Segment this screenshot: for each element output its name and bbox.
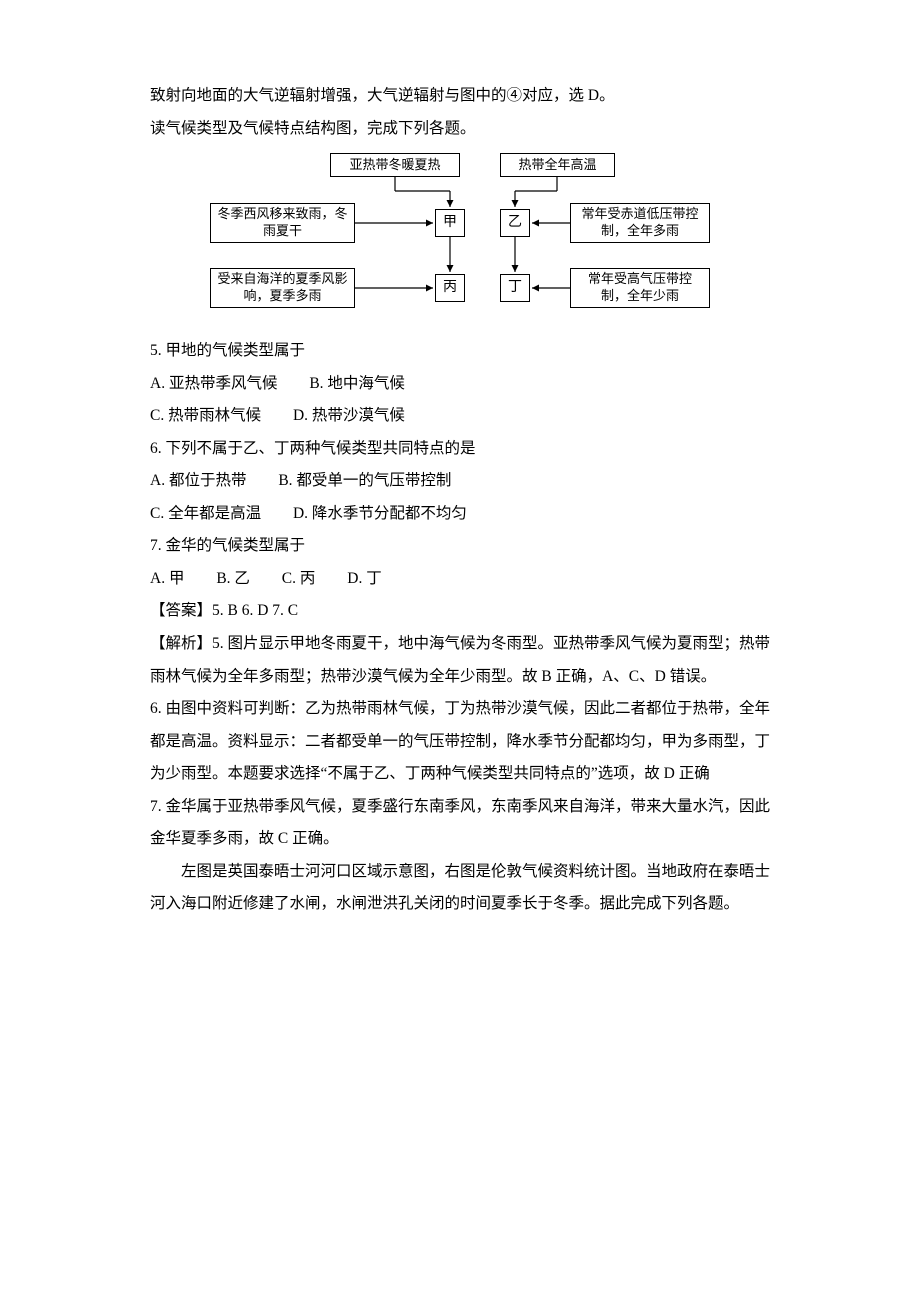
page: 致射向地面的大气逆辐射增强，大气逆辐射与图中的④对应，选 D。 读气候类型及气候…: [0, 0, 920, 1302]
explanation-6: 6. 由图中资料可判断：乙为热带雨林气候，丁为热带沙漠气候，因此二者都位于热带，…: [150, 693, 770, 791]
q6-option-d: D. 降水季节分配都不均匀: [293, 498, 467, 531]
box-yi: 乙: [500, 209, 530, 237]
box-jia: 甲: [435, 209, 465, 237]
q6-option-b: B. 都受单一的气压带控制: [278, 465, 451, 498]
box-tropical-header: 热带全年高温: [500, 153, 615, 177]
q7-option-c: C. 丙: [282, 563, 316, 596]
q5-options-row1: A. 亚热带季风气候 B. 地中海气候: [150, 368, 770, 401]
q7-option-b: B. 乙: [216, 563, 250, 596]
q7-option-a: A. 甲: [150, 563, 184, 596]
box-summer-monsoon: 受来自海洋的夏季风影响，夏季多雨: [210, 268, 355, 308]
q5-options-row2: C. 热带雨林气候 D. 热带沙漠气候: [150, 400, 770, 433]
q5-stem: 5. 甲地的气候类型属于: [150, 335, 770, 368]
q6-option-a: A. 都位于热带: [150, 465, 246, 498]
q5-option-c: C. 热带雨林气候: [150, 400, 261, 433]
q6-options-row1: A. 都位于热带 B. 都受单一的气压带控制: [150, 465, 770, 498]
q6-stem: 6. 下列不属于乙、丁两种气候类型共同特点的是: [150, 433, 770, 466]
prompt-1: 读气候类型及气候特点结构图，完成下列各题。: [150, 113, 770, 146]
q5-option-a: A. 亚热带季风气候: [150, 368, 277, 401]
climate-structure-diagram: 亚热带冬暖夏热 热带全年高温 冬季西风移来致雨，冬雨夏干 受来自海洋的夏季风影响…: [210, 153, 710, 323]
q5-option-b: B. 地中海气候: [309, 368, 405, 401]
box-bing: 丙: [435, 274, 465, 302]
box-ding: 丁: [500, 274, 530, 302]
q7-option-d: D. 丁: [347, 563, 381, 596]
q6-options-row2: C. 全年都是高温 D. 降水季节分配都不均匀: [150, 498, 770, 531]
box-equatorial-low: 常年受赤道低压带控制，全年多雨: [570, 203, 710, 243]
prompt-2: 左图是英国泰晤士河河口区域示意图，右图是伦敦气候资料统计图。当地政府在泰晤士河入…: [150, 856, 770, 921]
q5-option-d: D. 热带沙漠气候: [293, 400, 405, 433]
q7-stem: 7. 金华的气候类型属于: [150, 530, 770, 563]
box-high-pressure: 常年受高气压带控制，全年少雨: [570, 268, 710, 308]
q7-options: A. 甲 B. 乙 C. 丙 D. 丁: [150, 563, 770, 596]
explanation-5: 【解析】5. 图片显示甲地冬雨夏干，地中海气候为冬雨型。亚热带季风气候为夏雨型；…: [150, 628, 770, 693]
intro-continuation: 致射向地面的大气逆辐射增强，大气逆辐射与图中的④对应，选 D。: [150, 80, 770, 113]
box-subtropical-header: 亚热带冬暖夏热: [330, 153, 460, 177]
box-westerly-winter-rain: 冬季西风移来致雨，冬雨夏干: [210, 203, 355, 243]
q6-option-c: C. 全年都是高温: [150, 498, 261, 531]
explanation-7: 7. 金华属于亚热带季风气候，夏季盛行东南季风，东南季风来自海洋，带来大量水汽，…: [150, 791, 770, 856]
answers-line: 【答案】5. B 6. D 7. C: [150, 595, 770, 628]
